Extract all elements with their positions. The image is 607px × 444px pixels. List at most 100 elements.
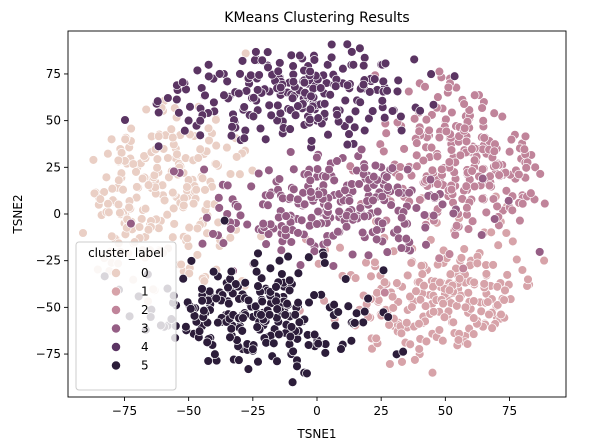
point-cluster-5 [340,274,351,284]
point-cluster-0 [104,207,114,218]
point-cluster-3 [386,200,396,210]
point-cluster-1 [421,336,432,347]
point-cluster-5 [240,278,250,288]
point-cluster-0 [168,203,179,214]
point-cluster-3 [402,164,413,175]
point-cluster-5 [277,269,287,279]
point-cluster-4 [192,65,203,76]
point-cluster-4 [355,97,365,107]
point-cluster-5 [351,308,362,318]
point-cluster-1 [350,273,361,283]
point-cluster-4 [295,50,305,61]
point-cluster-3 [419,210,430,220]
point-cluster-3 [285,147,296,157]
point-cluster-1 [396,328,407,339]
point-cluster-4 [273,100,283,111]
point-cluster-0 [126,123,136,134]
point-cluster-5 [304,252,314,262]
point-cluster-4 [305,114,315,125]
point-cluster-2 [492,201,502,212]
point-cluster-3 [392,224,403,235]
point-cluster-4 [180,125,190,136]
point-cluster-2 [451,220,462,231]
point-cluster-2 [394,172,405,182]
point-cluster-4 [286,50,297,61]
point-cluster-0 [188,198,199,209]
point-cluster-2 [345,161,356,171]
point-cluster-5 [181,322,191,332]
point-cluster-4 [163,93,173,103]
point-cluster-5 [398,346,408,357]
point-cluster-1 [456,253,467,263]
point-cluster-1 [492,282,503,292]
point-cluster-1 [469,296,479,306]
point-cluster-3 [214,193,224,203]
y-axis-label: TSNE2 [11,194,25,234]
point-cluster-4 [392,86,403,97]
y-axis-ticks: −75 −50 −25 0 25 50 75 [36,67,68,361]
point-cluster-4 [428,100,439,110]
point-cluster-2 [479,133,489,143]
point-cluster-0 [154,223,164,233]
point-cluster-3 [323,201,333,211]
point-cluster-3 [305,175,316,186]
point-cluster-3 [425,174,436,185]
point-cluster-4 [330,81,341,91]
point-cluster-0 [200,185,210,195]
point-cluster-2 [478,116,488,126]
point-cluster-4 [248,93,259,103]
point-cluster-3 [289,164,299,175]
x-tick-label: −75 [112,404,137,418]
legend-items: 0 1 2 3 4 5 [111,266,149,373]
point-cluster-5 [329,299,339,310]
point-cluster-1 [406,258,417,268]
point-cluster-1 [492,300,503,310]
point-cluster-4 [359,125,370,136]
point-cluster-0 [191,184,201,195]
point-cluster-2 [421,114,432,125]
point-cluster-4 [349,122,360,133]
point-cluster-4 [287,93,298,103]
point-cluster-5 [333,307,343,317]
point-cluster-4 [290,110,301,120]
point-cluster-2 [424,125,434,136]
point-cluster-4 [172,94,182,105]
point-cluster-1 [411,286,421,296]
point-cluster-5 [383,312,393,322]
point-cluster-4 [120,115,130,125]
point-cluster-3 [401,233,412,244]
point-cluster-3 [372,206,383,217]
point-cluster-3 [293,228,303,238]
point-cluster-4 [152,96,163,106]
point-cluster-2 [432,179,443,189]
x-tick-label: 0 [313,404,321,418]
point-cluster-5 [224,298,234,309]
point-cluster-4 [185,102,195,112]
point-cluster-2 [404,86,414,97]
point-cluster-0 [113,155,124,166]
point-cluster-5 [309,290,319,300]
point-cluster-1 [469,277,479,288]
point-cluster-5 [253,248,263,259]
point-cluster-0 [166,124,177,134]
point-cluster-2 [443,82,454,93]
point-cluster-2 [477,193,488,204]
point-cluster-3 [324,164,334,175]
point-cluster-3 [258,218,268,229]
point-cluster-0 [95,194,106,204]
point-cluster-4 [369,74,380,84]
point-cluster-0 [131,167,141,177]
point-cluster-4 [355,43,365,54]
point-cluster-2 [464,105,475,115]
point-cluster-5 [223,282,233,293]
point-cluster-5 [211,293,221,304]
point-cluster-5 [272,304,282,314]
legend-label-2: 2 [141,303,149,317]
point-cluster-1 [435,277,445,288]
point-cluster-4 [322,60,333,70]
point-cluster-4 [239,133,250,143]
point-cluster-1 [385,359,395,369]
point-cluster-0 [78,228,88,238]
point-cluster-0 [184,268,194,279]
